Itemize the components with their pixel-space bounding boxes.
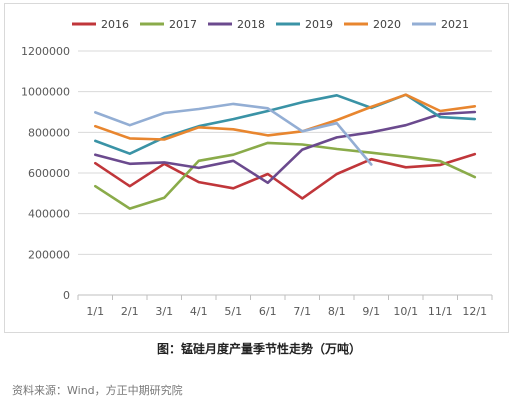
y-tick-label: 1000000 [21,86,70,99]
y-tick-label: 400000 [28,208,70,221]
x-tick-label: 4/1 [190,305,208,318]
series-lines [94,93,477,210]
x-tick-label: 9/1 [362,305,380,318]
x-tick-label: 8/1 [328,305,346,318]
legend-label: 2019 [305,18,333,31]
series-line-2017 [94,141,477,210]
axes: 0 200000 400000 600000 800000 1000000 1200000 1… [21,45,493,318]
x-tick-label: 10/1 [393,305,418,318]
x-tick-label: 1/1 [86,305,104,318]
legend-label: 2021 [441,18,469,31]
x-tick-label: 3/1 [155,305,173,318]
y-tick-label: 600000 [28,167,70,180]
source-note: 资料来源：Wind，方正中期研究院 [12,384,183,397]
x-tick-label: 7/1 [293,305,311,318]
line-chart: 0 200000 400000 600000 800000 1000000 1200000 1… [21,18,493,318]
y-tick-label: 200000 [28,248,70,261]
x-tick-label: 5/1 [224,305,242,318]
series-line-2016 [94,152,477,200]
x-tick-label: 2/1 [121,305,139,318]
legend-label: 2017 [169,18,197,31]
legend: 2016 2017 2018 2019 2020 2021 [72,18,469,31]
gridlines [78,50,492,255]
legend-label: 2016 [101,18,129,31]
chart-frame [4,3,509,333]
x-tick-label: 12/1 [462,305,487,318]
x-tick-label: 6/1 [259,305,277,318]
series-line-2020 [94,93,477,141]
y-tick-label: 800000 [28,126,70,139]
legend-label: 2020 [373,18,401,31]
series-line-2021 [94,102,373,166]
x-tick-label: 11/1 [428,305,453,318]
chart-caption: 图：锰硅月度产量季节性走势（万吨） [156,342,361,356]
y-tick-label: 1200000 [21,45,70,58]
y-tick-label: 0 [63,289,70,302]
legend-label: 2018 [237,18,265,31]
series-line-2018 [94,110,477,185]
